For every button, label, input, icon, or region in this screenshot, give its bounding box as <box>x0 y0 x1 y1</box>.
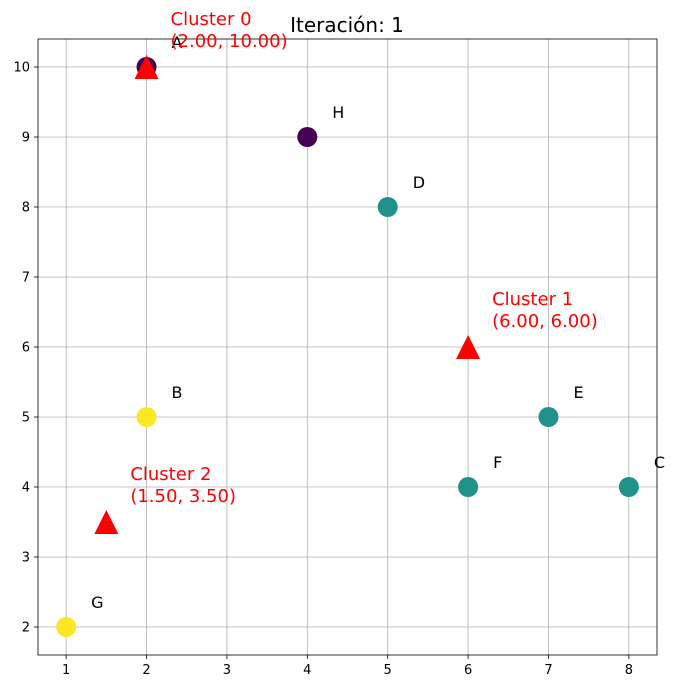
centroid-coords: (6.00, 6.00) <box>492 311 598 332</box>
centroid-coords: (1.50, 3.50) <box>130 486 236 507</box>
x-tick-label: 7 <box>544 663 552 678</box>
centroid-label-2: Cluster 2 (1.50, 3.50) <box>130 464 236 507</box>
y-tick-label: 8 <box>22 201 30 216</box>
x-tick-label: 6 <box>464 663 472 678</box>
centroid-name: Cluster 2 <box>130 464 211 485</box>
data-point-h <box>297 127 318 147</box>
axes: 1 2 3 4 5 6 7 8 2 3 4 5 6 7 8 9 10 <box>13 38 658 678</box>
x-tick-label: 5 <box>384 663 392 678</box>
centroid-name: Cluster 1 <box>492 289 573 310</box>
y-tick-label: 6 <box>22 341 30 356</box>
point-label-e: E <box>573 383 583 402</box>
point-label-h: H <box>332 103 344 122</box>
x-tick-label: 8 <box>625 663 633 678</box>
point-label-g: G <box>91 593 103 612</box>
data-point-c <box>618 477 639 497</box>
x-tick-label: 4 <box>303 663 311 678</box>
y-tick-label: 10 <box>13 61 30 76</box>
y-tick-label: 2 <box>22 621 30 636</box>
point-label-b: B <box>172 383 183 402</box>
centroid-label-1: Cluster 1 (6.00, 6.00) <box>492 289 598 332</box>
centroid-name: Cluster 0 <box>171 9 252 30</box>
data-point-e <box>538 407 559 427</box>
y-tick-label: 3 <box>22 551 30 566</box>
point-label-c: C <box>654 453 665 472</box>
y-tick-label: 5 <box>22 411 30 426</box>
data-point-b <box>136 407 157 427</box>
centroid-marker-0 <box>134 55 159 79</box>
x-tick-label: 3 <box>223 663 231 678</box>
point-label-f: F <box>493 453 502 472</box>
grid <box>38 39 657 655</box>
chart-title: Iteración: 1 <box>290 13 404 37</box>
centroid-marker-1 <box>456 335 481 359</box>
point-label-d: D <box>413 173 425 192</box>
point-label-a: A <box>172 33 183 52</box>
data-point-f <box>458 477 479 497</box>
data-point-d <box>377 197 398 217</box>
centroids <box>94 55 481 534</box>
x-tick-label: 2 <box>142 663 150 678</box>
y-tick-label: 9 <box>22 131 30 146</box>
centroid-marker-2 <box>94 510 119 534</box>
y-tick-label: 4 <box>22 481 30 496</box>
centroid-labels: Cluster 0 (2.00, 10.00) Cluster 1 (6.00, 6.… <box>130 9 597 507</box>
x-tick-label: 1 <box>62 663 70 678</box>
point-labels: A B C D E F G H <box>91 33 665 612</box>
y-tick-label: 7 <box>22 271 30 286</box>
centroid-coords: (2.00, 10.00) <box>171 31 288 52</box>
centroid-label-0: Cluster 0 (2.00, 10.00) <box>171 9 288 52</box>
data-point-g <box>56 617 77 637</box>
